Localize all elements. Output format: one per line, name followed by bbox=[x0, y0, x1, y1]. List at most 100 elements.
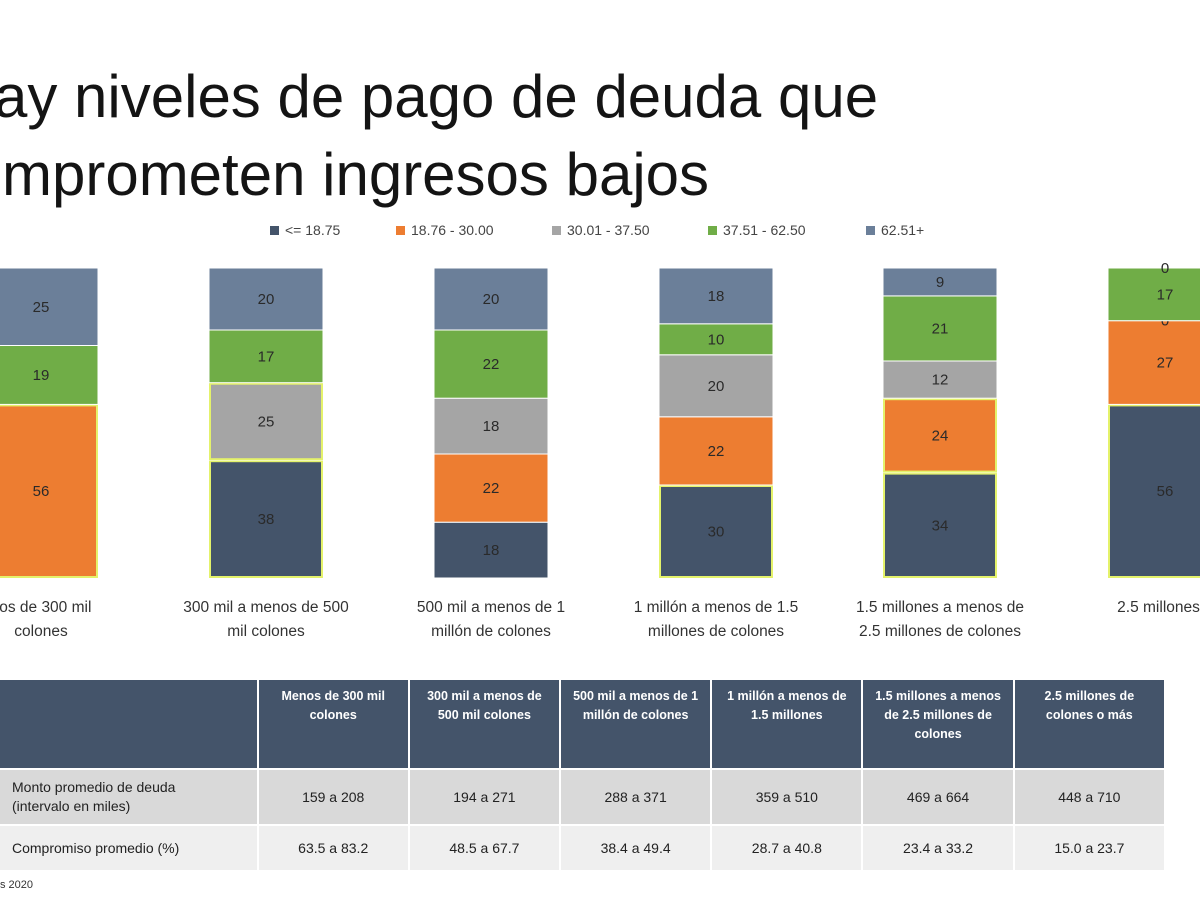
legend-item: <= 18.75 bbox=[270, 222, 340, 238]
data-label: 38 bbox=[258, 511, 275, 528]
category-label: nos de 300 mil bbox=[0, 599, 91, 616]
data-label: 20 bbox=[258, 291, 275, 308]
data-label: 27 bbox=[1157, 355, 1174, 372]
bar-highlight-outline bbox=[659, 485, 773, 578]
bar-segment bbox=[658, 267, 774, 325]
bar-segment bbox=[1107, 320, 1200, 405]
table-cell: 359 a 510 bbox=[711, 768, 864, 825]
table-cell: 63.5 a 83.2 bbox=[257, 824, 410, 870]
table-cell: 288 a 371 bbox=[560, 768, 713, 825]
header-500-1m: 500 mil a menos de 1 millón de colones bbox=[560, 680, 713, 769]
data-label: 22 bbox=[483, 356, 500, 373]
bar-highlight-outline bbox=[209, 460, 323, 579]
category-label: millón de colones bbox=[431, 623, 551, 640]
table-cell: 28.7 a 40.8 bbox=[711, 824, 864, 870]
row-head-line: Compromiso promedio (%) bbox=[12, 839, 180, 856]
bar-segment bbox=[433, 397, 549, 455]
table-corner-cell bbox=[0, 680, 259, 769]
table-header-row: Menos de 300 mil colones 300 mil a menos… bbox=[0, 680, 1167, 769]
data-label: 18 bbox=[483, 542, 500, 559]
data-label: 25 bbox=[258, 413, 275, 430]
category-label: 300 mil a menos de 500 bbox=[183, 599, 349, 616]
legend-swatch bbox=[552, 225, 561, 235]
data-label: 18 bbox=[483, 418, 500, 435]
legend-item: 30.01 - 37.50 bbox=[552, 222, 650, 238]
bar-highlight-outline bbox=[209, 382, 323, 461]
data-label: 21 bbox=[932, 320, 949, 337]
legend-label: 37.51 - 62.50 bbox=[723, 222, 806, 238]
category-label: 2.5 millones de colones bbox=[859, 623, 1021, 640]
legend-item: 62.51+ bbox=[866, 222, 924, 238]
data-label: 12 bbox=[932, 372, 949, 389]
bar-segment bbox=[882, 295, 998, 362]
category-label: colones bbox=[14, 623, 68, 640]
category-label: mil colones bbox=[227, 623, 305, 640]
data-label: 18 bbox=[708, 288, 725, 305]
header-300-500: 300 mil a menos de 500 mil colones bbox=[408, 680, 562, 769]
header-2-5m-plus: 2.5 millones de colones o más bbox=[1013, 680, 1167, 769]
category-label: 1.5 millones a menos de bbox=[856, 599, 1024, 616]
legend-label: 62.51+ bbox=[881, 222, 925, 238]
data-label: 22 bbox=[483, 480, 500, 497]
bar-highlight-outline bbox=[1108, 404, 1200, 578]
table-row: Compromiso promedio (%) 63.5 a 83.2 48.5… bbox=[0, 824, 1167, 870]
data-label: 30 bbox=[708, 524, 725, 541]
category-label: millones de colones bbox=[648, 623, 784, 640]
table-cell: 15.0 a 23.7 bbox=[1013, 824, 1167, 870]
legend-item: 37.51 - 62.50 bbox=[708, 222, 806, 238]
data-label: 0 bbox=[1161, 260, 1169, 277]
table-cell: 448 a 710 bbox=[1013, 768, 1167, 825]
bar-highlight-outline bbox=[883, 472, 997, 579]
table-cell: 469 a 664 bbox=[862, 768, 1015, 825]
data-label: 24 bbox=[932, 427, 949, 444]
data-label: 10 bbox=[708, 331, 725, 348]
data-label: 17 bbox=[258, 348, 275, 365]
category-label: 2.5 millones d bbox=[1117, 599, 1200, 616]
legend-swatch bbox=[708, 225, 717, 235]
legend-label: <= 18.75 bbox=[285, 222, 341, 238]
row-head-monto: Monto promedio de deuda (intervalo en mi… bbox=[0, 768, 259, 825]
bar-segment bbox=[1107, 267, 1200, 322]
data-label: 9 bbox=[936, 274, 944, 291]
bar-segment bbox=[433, 329, 549, 399]
bar-highlight-outline bbox=[0, 404, 98, 578]
legend-swatch bbox=[866, 225, 875, 235]
table-cell: 159 a 208 bbox=[257, 768, 410, 825]
bar-segment bbox=[0, 403, 99, 579]
row-head-line: Monto promedio de deuda bbox=[12, 779, 176, 795]
page-title: ay niveles de pago de deuda que mpromete… bbox=[0, 58, 1194, 214]
source-note: s 2020 bbox=[0, 879, 34, 891]
row-head-line: (intervalo en miles) bbox=[12, 798, 131, 814]
table-row: Monto promedio de deuda (intervalo en mi… bbox=[0, 768, 1167, 825]
data-label: 56 bbox=[33, 483, 50, 500]
data-label: 34 bbox=[932, 517, 949, 534]
table-cell: 194 a 271 bbox=[408, 768, 562, 825]
header-menos-300: Menos de 300 mil colones bbox=[257, 680, 410, 769]
table-cell: 23.4 a 33.2 bbox=[862, 824, 1015, 870]
bar-segment bbox=[433, 453, 549, 523]
category-label: 500 mil a menos de 1 bbox=[417, 599, 565, 616]
row-head-compromiso: Compromiso promedio (%) bbox=[0, 824, 259, 870]
bar-segment bbox=[882, 267, 998, 297]
bar-segment bbox=[208, 267, 324, 331]
data-label: 20 bbox=[708, 378, 725, 395]
legend-label: 30.01 - 37.50 bbox=[567, 222, 650, 238]
title-line-2: mprometen ingresos bajos bbox=[2, 141, 710, 208]
bar-segment bbox=[658, 354, 774, 418]
legend-item: 18.76 - 30.00 bbox=[396, 222, 494, 238]
table-cell: 38.4 a 49.4 bbox=[560, 824, 713, 870]
bar-segment bbox=[433, 521, 549, 579]
data-label: 56 bbox=[1157, 483, 1174, 500]
header-1-5m-2-5m: 1.5 millones a menos de 2.5 millones de … bbox=[862, 680, 1015, 769]
summary-table-wrap: Menos de 300 mil colones 300 mil a menos… bbox=[0, 680, 1167, 870]
data-label: 17 bbox=[1157, 286, 1174, 303]
bar-segment bbox=[0, 267, 99, 346]
data-label: 19 bbox=[33, 367, 50, 384]
bar-segment bbox=[433, 267, 549, 331]
legend-swatch bbox=[396, 225, 405, 235]
bar-segment bbox=[882, 472, 998, 579]
data-label: 22 bbox=[708, 443, 725, 460]
bar-segment bbox=[658, 416, 774, 486]
data-label: 20 bbox=[483, 291, 500, 308]
